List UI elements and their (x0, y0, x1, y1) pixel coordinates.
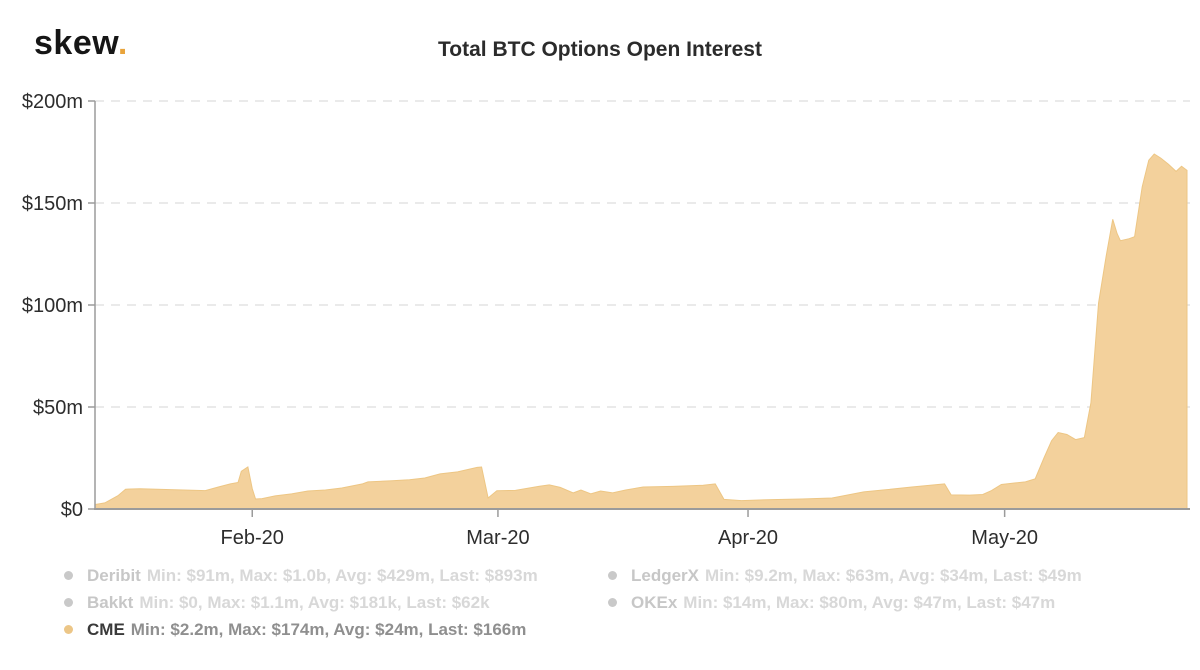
legend-item-ledgerx[interactable]: LedgerX Min: $9.2m, Max: $63m, Avg: $34m… (608, 562, 1082, 589)
legend-item-stats: Min: $9.2m, Max: $63m, Avg: $34m, Last: … (705, 565, 1082, 585)
legend-item-bakkt[interactable]: Bakkt Min: $0, Max: $1.1m, Avg: $181k, L… (64, 589, 538, 616)
x-axis-label: Feb-20 (221, 527, 284, 549)
deribit-bullet-icon (64, 571, 73, 580)
x-axis-label: Mar-20 (466, 527, 529, 549)
bakkt-bullet-icon (64, 598, 73, 607)
logo-dot: . (117, 24, 128, 62)
legend-item-stats: Min: $91m, Max: $1.0b, Avg: $429m, Last:… (146, 565, 538, 585)
page-title: Total BTC Options Open Interest (438, 38, 762, 61)
y-axis-label: $150m (22, 193, 83, 215)
y-axis-label: $200m (22, 91, 83, 113)
legend-column-right: LedgerX Min: $9.2m, Max: $63m, Avg: $34m… (608, 562, 1082, 616)
x-axis-label: May-20 (971, 527, 1038, 549)
y-axis-label: $50m (33, 397, 83, 419)
legend-item-cme[interactable]: CME Min: $2.2m, Max: $174m, Avg: $24m, L… (64, 616, 538, 643)
y-axis-label: $0 (61, 499, 83, 521)
legend-item-name: Deribit (87, 565, 141, 585)
okex-bullet-icon (608, 598, 617, 607)
legend-item-name: OKEx (631, 592, 678, 612)
legend-item-name: Bakkt (87, 592, 134, 612)
x-axis-label: Apr-20 (718, 527, 778, 549)
legend-item-deribit[interactable]: Deribit Min: $91m, Max: $1.0b, Avg: $429… (64, 562, 538, 589)
cme-bullet-icon (64, 625, 73, 634)
legend-item-stats: Min: $14m, Max: $80m, Avg: $47m, Last: $… (683, 592, 1056, 612)
legend-item-name: LedgerX (631, 565, 700, 585)
area-series-cme (94, 153, 1188, 510)
skew-logo: skew. (34, 24, 128, 63)
legend-item-stats: Min: $0, Max: $1.1m, Avg: $181k, Last: $… (139, 592, 490, 612)
legend-item-name: CME (87, 619, 125, 639)
legend-item-okex[interactable]: OKEx Min: $14m, Max: $80m, Avg: $47m, La… (608, 589, 1082, 616)
logo-text: skew (34, 24, 118, 62)
legend-item-stats: Min: $2.2m, Max: $174m, Avg: $24m, Last:… (130, 619, 527, 639)
y-axis-label: $100m (22, 295, 83, 317)
ledgerx-bullet-icon (608, 571, 617, 580)
legend-column-left: Deribit Min: $91m, Max: $1.0b, Avg: $429… (64, 562, 538, 643)
